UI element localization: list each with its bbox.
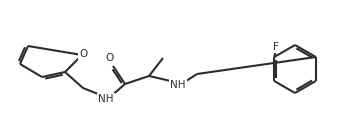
Text: O: O bbox=[79, 49, 87, 59]
Text: NH: NH bbox=[98, 94, 114, 104]
Text: O: O bbox=[106, 53, 114, 63]
Text: F: F bbox=[273, 42, 279, 52]
Text: NH: NH bbox=[170, 80, 186, 90]
